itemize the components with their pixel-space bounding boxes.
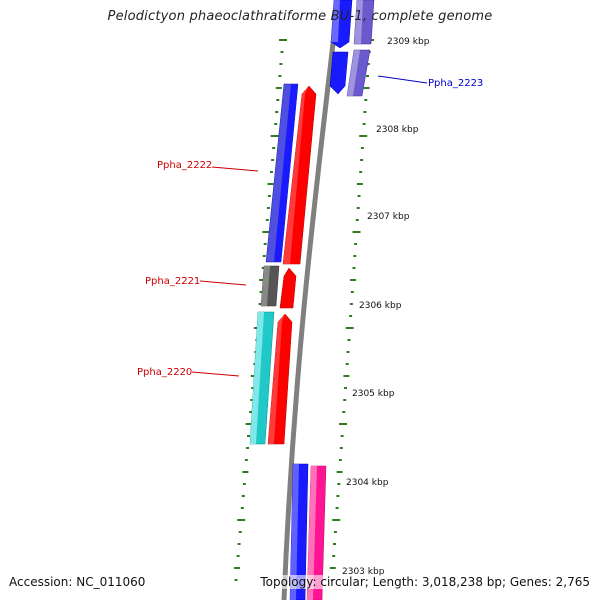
gene-ppha-2220 <box>267 313 293 445</box>
gene-ppha-2221 <box>279 267 297 309</box>
scale-labels: 2309 kbp 2308 kbp 2307 kbp 2306 kbp 2305… <box>342 37 430 577</box>
gene-bottom-blue <box>289 463 309 600</box>
scale-label-2303: 2303 kbp <box>342 567 385 577</box>
topology-summary: Topology: circular; Length: 3,018,238 bp… <box>260 575 590 589</box>
gene-ppha-2223 <box>346 49 371 97</box>
leader-ppha-2221 <box>199 280 247 286</box>
gene-label-ppha-2223[interactable]: Ppha_2223 <box>428 78 483 89</box>
scale-label-2305: 2305 kbp <box>352 389 395 399</box>
gene-bottom-magenta <box>306 465 327 600</box>
scale-label-2308: 2308 kbp <box>376 125 419 135</box>
outer-tick-track <box>234 39 287 581</box>
genome-backbone <box>281 0 341 600</box>
inner-tick-track <box>329 39 374 581</box>
gene-ppha-2220-cyan <box>249 311 275 445</box>
leader-ppha-2223 <box>377 75 428 84</box>
gene-ppha-2221-gray <box>260 265 280 307</box>
map-title: Pelodictyon phaeoclathratiforme BU-1, co… <box>107 9 493 24</box>
scale-label-2309: 2309 kbp <box>387 37 430 47</box>
gene-ppha-2222-reverse <box>265 83 299 263</box>
gene-top-blue-2 <box>329 51 349 95</box>
scale-label-2307: 2307 kbp <box>367 212 410 222</box>
gene-label-ppha-2222[interactable]: Ppha_2222 <box>157 160 212 171</box>
scale-label-2306: 2306 kbp <box>359 301 402 311</box>
leader-ppha-2220 <box>191 371 240 377</box>
gene-label-ppha-2221[interactable]: Ppha_2221 <box>145 276 200 287</box>
leader-ppha-2222 <box>211 166 259 172</box>
gene-top-purple-1 <box>353 0 375 45</box>
gene-top-blue-1 <box>330 0 353 49</box>
scale-label-2304: 2304 kbp <box>346 478 389 488</box>
gene-label-ppha-2220[interactable]: Ppha_2220 <box>137 367 192 378</box>
gene-ppha-2222 <box>282 85 317 265</box>
accession-label: Accession: NC_011060 <box>9 575 146 589</box>
